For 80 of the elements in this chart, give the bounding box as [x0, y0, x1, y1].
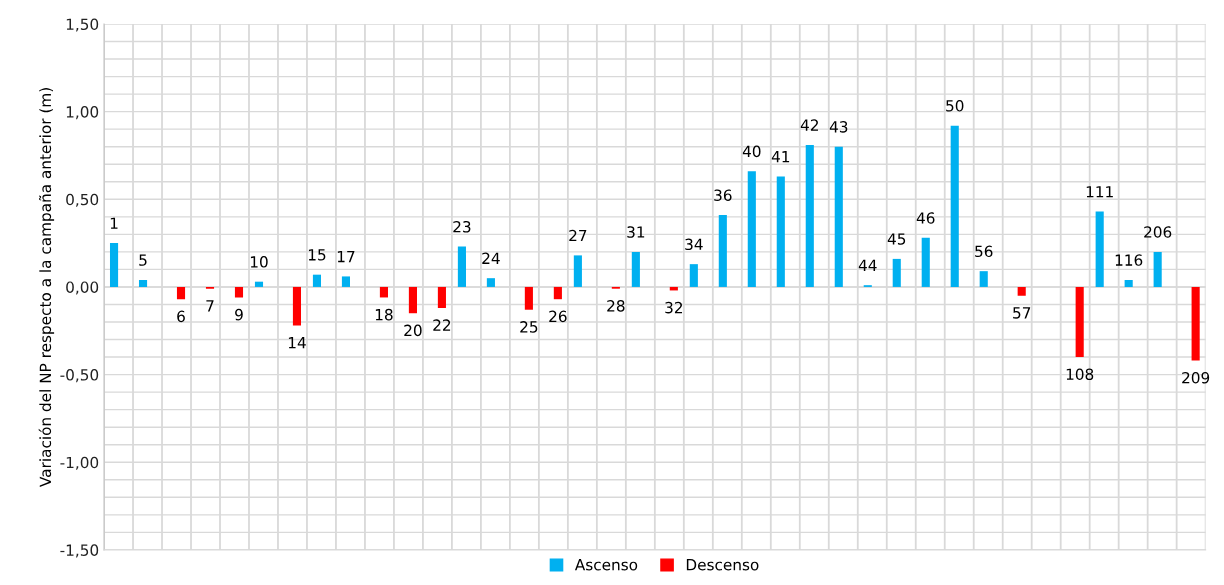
- x-tick-label: 26: [549, 310, 567, 323]
- x-tick-label: 20: [404, 324, 422, 337]
- bar: [341, 276, 351, 287]
- bar: [379, 286, 388, 298]
- y-tick-label: -0,50: [60, 369, 99, 383]
- bar: [950, 125, 959, 287]
- bar: [109, 243, 119, 287]
- x-tick-label: 14: [288, 337, 306, 349]
- bar: [892, 258, 901, 287]
- x-tick-label: 6: [177, 310, 185, 323]
- bar: [553, 286, 562, 300]
- bar: [921, 237, 930, 287]
- bar: [805, 144, 814, 287]
- x-tick-label: 31: [627, 226, 645, 238]
- bar: [1017, 286, 1026, 296]
- x-tick-label: 23: [453, 220, 471, 233]
- bar: [1124, 279, 1133, 287]
- x-tick-label: 111: [1086, 186, 1113, 198]
- x-tick-label: 15: [308, 249, 326, 261]
- bar: [1191, 286, 1200, 361]
- bar: [254, 281, 264, 287]
- bar: [437, 286, 446, 308]
- bar: [176, 286, 186, 300]
- x-tick-label: 25: [520, 321, 538, 333]
- y-tick-label: -1,50: [60, 544, 99, 558]
- x-tick-label: 17: [337, 251, 355, 263]
- x-tick-label: 46: [916, 212, 935, 224]
- x-tick-label: 32: [665, 301, 683, 314]
- bar: [979, 271, 988, 287]
- y-tick-label: 1,00: [66, 106, 99, 120]
- y-axis-title: Variación del NP respecto a la campaña anterior (m): [38, 88, 55, 487]
- legend-label: Ascenso: [574, 559, 638, 571]
- bar: [776, 176, 785, 287]
- legend-label: Descenso: [686, 559, 759, 571]
- bar: [718, 215, 727, 287]
- bar: [631, 251, 640, 287]
- y-tick-label: 0,00: [66, 281, 99, 295]
- x-tick-label: 5: [139, 254, 147, 266]
- x-tick-label: 27: [569, 229, 587, 242]
- x-tick-label: 28: [607, 300, 625, 312]
- x-tick-label: 24: [482, 252, 500, 264]
- x-tick-label: 22: [433, 319, 451, 331]
- x-tick-label: 9: [235, 308, 243, 321]
- y-tick-label: -1,00: [60, 456, 99, 470]
- x-tick-label: 206: [1144, 226, 1172, 238]
- bar: [1153, 251, 1162, 287]
- bar: [486, 278, 495, 287]
- x-tick-label: 56: [975, 245, 993, 258]
- bar: [689, 264, 698, 287]
- bar: [312, 274, 322, 287]
- x-tick-label: 209: [1182, 371, 1210, 384]
- x-tick-label: 18: [375, 308, 393, 321]
- x-tick-label: 43: [829, 121, 848, 133]
- y-tick-label: 1,50: [66, 18, 99, 32]
- x-tick-label: 116: [1115, 254, 1143, 266]
- y-tick-label: 0,50: [66, 193, 99, 207]
- x-tick-label: 50: [946, 100, 964, 112]
- bar: [234, 286, 244, 298]
- x-tick-label: 7: [206, 300, 214, 312]
- x-tick-label: 57: [1013, 307, 1031, 319]
- bar: [292, 286, 302, 326]
- bar: [524, 286, 533, 310]
- x-tick-label: 10: [250, 256, 268, 268]
- bar: [573, 255, 582, 287]
- bar: [1095, 211, 1104, 287]
- x-tick-label: 42: [800, 119, 818, 131]
- bar: [747, 171, 756, 287]
- bar: [138, 279, 148, 287]
- x-tick-label: 41: [771, 151, 790, 163]
- x-tick-label: 44: [858, 259, 877, 271]
- bar: [457, 246, 466, 287]
- x-tick-label: 1: [110, 217, 118, 229]
- x-tick-label: 40: [742, 145, 761, 158]
- bar: [408, 286, 417, 314]
- x-tick-label: 45: [887, 233, 906, 245]
- x-tick-label: 34: [685, 238, 703, 251]
- bar: [834, 146, 843, 287]
- x-tick-label: 36: [714, 189, 732, 201]
- bar: [1075, 286, 1084, 358]
- x-tick-label: 108: [1066, 368, 1094, 380]
